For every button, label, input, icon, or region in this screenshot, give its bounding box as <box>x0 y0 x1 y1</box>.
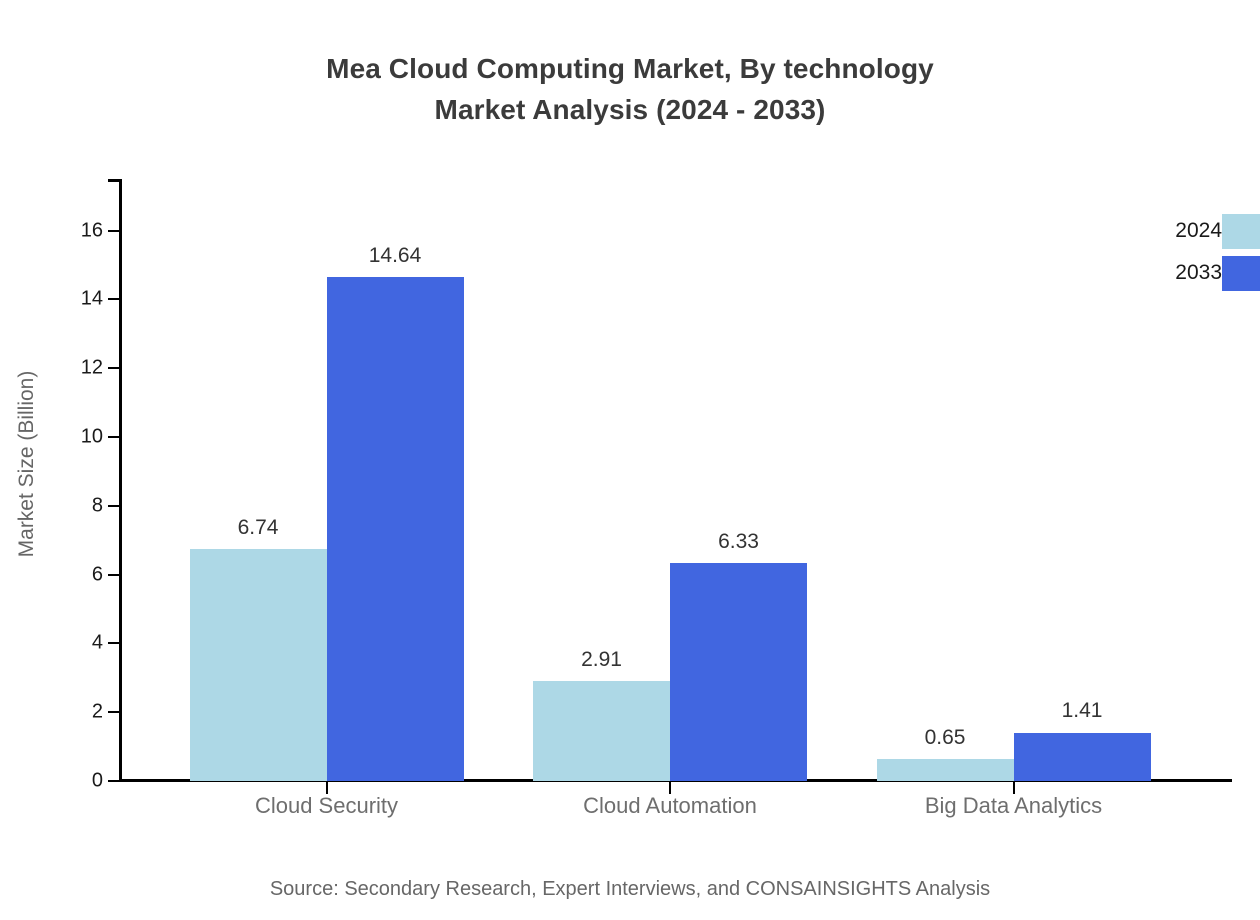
y-tick <box>108 504 121 507</box>
y-tick-label: 2 <box>91 700 103 723</box>
y-axis-spine <box>119 179 122 782</box>
y-tick <box>108 367 121 370</box>
y-tick <box>108 573 121 576</box>
y-tick-label: 14 <box>80 287 103 310</box>
legend-item-2033[interactable]: 2033 <box>1100 254 1260 291</box>
bar-2033-big-data-analytics <box>1013 732 1151 781</box>
y-tick <box>108 436 121 438</box>
y-tick <box>108 642 121 645</box>
x-tick-label: Cloud Security <box>254 793 399 818</box>
legend-label-2024: 2024 <box>1175 219 1222 242</box>
y-tick-label: 12 <box>80 356 103 379</box>
legend-label-2033: 2033 <box>1175 261 1222 284</box>
legend-swatch-2033 <box>1222 256 1260 291</box>
bar-value-label: 6.74 <box>237 516 279 540</box>
y-tick-label: 8 <box>91 494 103 517</box>
y-tick <box>108 298 121 301</box>
x-tick <box>669 782 671 794</box>
y-axis-label: Market Size (Billion) <box>15 370 38 558</box>
chart-title: Mea Cloud Computing Market, By technolog… <box>0 48 1260 130</box>
y-tick-label: 4 <box>91 631 103 654</box>
bar-value-label: 6.33 <box>718 530 759 554</box>
y-tick-label: 10 <box>80 425 103 448</box>
y-tick <box>108 780 121 782</box>
chart-title-line-2: Market Analysis (2024 - 2033) <box>434 94 826 125</box>
bar-2033-cloud-security <box>326 277 464 781</box>
y-tick-label: 0 <box>91 769 103 792</box>
bar-2024-cloud-security <box>189 549 327 781</box>
y-tick <box>108 229 121 232</box>
source-note: Source: Secondary Research, Expert Inter… <box>269 878 991 900</box>
bar-value-label: 1.41 <box>1061 699 1103 723</box>
x-tick <box>1012 782 1015 794</box>
y-axis-top-cap <box>108 179 122 182</box>
chart-title-line-1: Mea Cloud Computing Market, By technolog… <box>326 53 934 84</box>
bar-value-label: 0.65 <box>924 725 966 749</box>
legend-swatch-2024 <box>1222 214 1260 249</box>
x-tick <box>325 782 328 794</box>
bar-value-label: 2.91 <box>581 647 622 671</box>
legend: 2024 2033 <box>1100 212 1260 312</box>
y-tick-label: 6 <box>91 563 103 586</box>
bar-2024-cloud-automation <box>533 680 670 781</box>
bar-2033-cloud-automation <box>670 563 807 781</box>
bar-value-label: 14.64 <box>368 244 422 268</box>
legend-item-2024[interactable]: 2024 <box>1100 212 1260 249</box>
x-tick-label: Cloud Automation <box>583 793 757 818</box>
y-tick-label: 16 <box>80 219 103 242</box>
x-tick-label: Big Data Analytics <box>924 793 1103 818</box>
bar-2024-big-data-analytics <box>876 758 1014 781</box>
y-tick <box>108 711 121 714</box>
